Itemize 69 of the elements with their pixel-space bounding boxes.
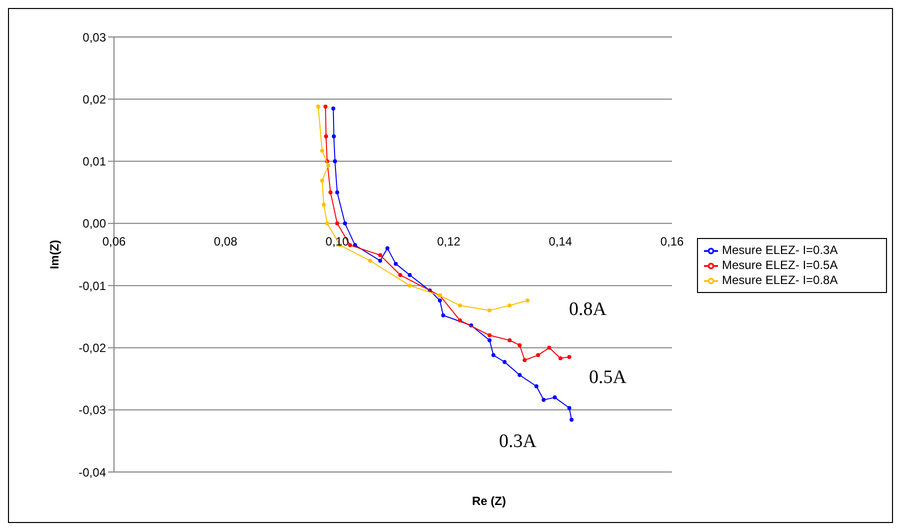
point <box>567 406 572 410</box>
x-tick-label: 0,06 <box>102 234 126 248</box>
point <box>378 258 382 263</box>
legend-label: Mesure ELEZ- I=0.8A <box>722 272 838 287</box>
point <box>567 355 572 360</box>
point <box>343 221 348 226</box>
point <box>348 243 352 248</box>
point <box>320 178 324 183</box>
legend-label: Mesure ELEZ- I=0.3A <box>722 243 838 258</box>
point <box>508 338 512 342</box>
point <box>328 190 333 194</box>
point <box>508 303 512 308</box>
x-tick-label: 0,14 <box>548 234 572 248</box>
point <box>458 303 462 308</box>
point <box>502 360 507 364</box>
point <box>488 338 492 342</box>
point <box>332 159 337 164</box>
annotation: 0.5A <box>589 367 626 389</box>
point <box>525 298 530 302</box>
y-tick-label: 0,02 <box>82 92 106 106</box>
point <box>458 318 462 322</box>
point <box>408 273 412 278</box>
y-axis-title: Im(Z) <box>47 240 62 270</box>
point <box>332 134 336 138</box>
point <box>536 353 540 358</box>
x-axis-title: Re (Z) <box>471 494 507 508</box>
y-tick-label: -0,01 <box>78 278 106 293</box>
point <box>320 148 324 153</box>
x-tick-label: 0,08 <box>214 234 238 248</box>
point <box>316 104 320 109</box>
point <box>331 106 336 110</box>
point <box>335 190 340 194</box>
y-tick-label: -0,02 <box>78 340 106 355</box>
point <box>518 343 522 348</box>
point <box>408 284 412 288</box>
point <box>335 221 340 226</box>
y-tick-label: -0,03 <box>78 403 106 418</box>
point <box>394 262 398 266</box>
point <box>522 358 527 362</box>
annotation: 0.8A <box>569 299 606 321</box>
point <box>385 246 390 250</box>
point <box>570 418 574 422</box>
y-tick-label: 0,00 <box>82 216 106 231</box>
point <box>488 308 492 312</box>
point <box>398 273 402 278</box>
point <box>326 164 330 168</box>
legend-label: Mesure ELEZ- I=0.5A <box>722 258 838 272</box>
point <box>325 221 330 226</box>
point <box>323 104 328 109</box>
point <box>438 298 442 302</box>
x-tick-label: 0,12 <box>437 234 461 248</box>
y-tick-label: 0,01 <box>82 154 106 169</box>
point <box>552 395 557 400</box>
point <box>547 346 552 350</box>
x-tick-label: 0,16 <box>660 234 684 248</box>
point <box>378 253 382 258</box>
point <box>368 258 372 263</box>
y-tick-label: 0,03 <box>82 30 106 44</box>
point <box>441 313 446 318</box>
annotation: 0.3A <box>499 431 536 453</box>
point <box>518 373 522 378</box>
point <box>322 202 326 207</box>
point <box>488 333 492 338</box>
point <box>542 398 546 402</box>
point <box>534 384 538 388</box>
point <box>324 134 328 138</box>
y-tick-label: -0,04 <box>78 465 106 480</box>
point <box>491 353 496 358</box>
point <box>558 356 562 360</box>
